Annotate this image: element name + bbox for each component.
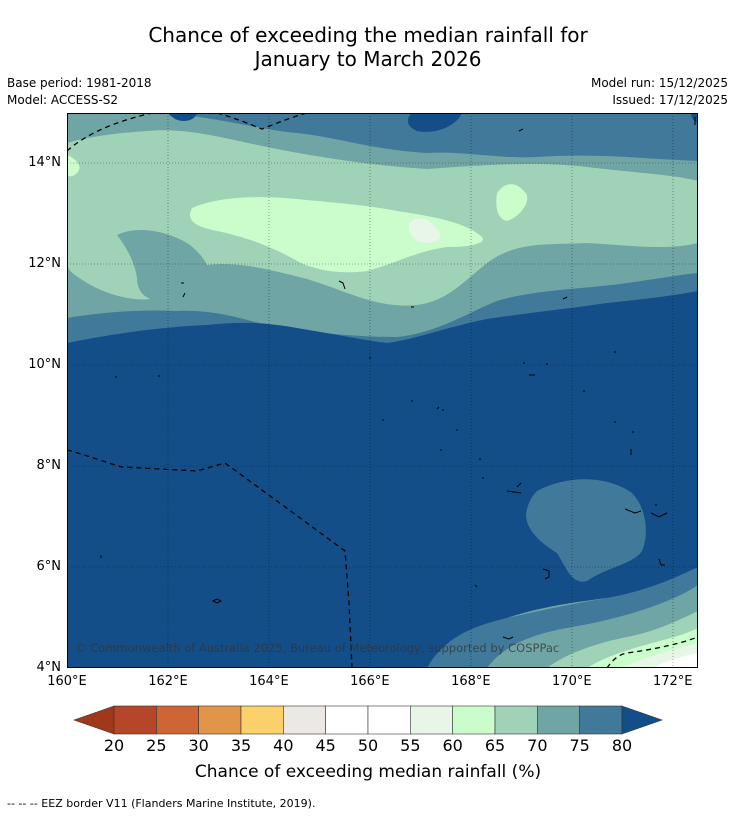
- model-run: Model run: 15/12/2025: [590, 76, 728, 90]
- eez-footnote: -- -- -- EEZ border V11 (Flanders Marine…: [7, 797, 316, 810]
- contour-50-bottom: [652, 653, 698, 668]
- lon-tick-label: 160°E: [47, 674, 87, 689]
- map-title-line1: Chance of exceeding the median rainfall …: [148, 23, 588, 47]
- contour-80-topright: [407, 113, 462, 132]
- colorbar-tick-label: 75: [569, 736, 590, 755]
- contour-80-main: [67, 291, 698, 668]
- map-title-line2: January to March 2026: [254, 47, 482, 71]
- contour-75-lower-patch: [526, 479, 646, 582]
- copyright-text: © Commonwealth of Australia 2025, Bureau…: [75, 641, 560, 655]
- lon-tick-label: 162°E: [148, 674, 188, 689]
- colorbar-tick-label: 50: [357, 736, 379, 755]
- colorbar-tick-label: 30: [188, 736, 209, 755]
- colorbar-segment: [410, 705, 453, 735]
- lon-tick-label: 164°E: [249, 674, 289, 689]
- colorbar-segment: [240, 705, 284, 735]
- colorbar-tick-label: 25: [146, 736, 167, 755]
- colorbar-tick-label: 55: [400, 736, 421, 755]
- lon-tick-label: 172°E: [652, 674, 693, 689]
- colorbar-segment: [494, 705, 538, 735]
- colorbar-svg: [73, 705, 663, 735]
- graticule: [67, 113, 698, 668]
- colorbar-segment: [579, 705, 623, 735]
- contour-80-topleft: [167, 113, 197, 121]
- lon-tick-label: 168°E: [451, 674, 491, 689]
- colorbar-segment: [452, 705, 496, 735]
- map-svg: [67, 113, 698, 668]
- model-name: Model: ACCESS-S2: [7, 93, 119, 107]
- contour-60-right-patch: [496, 184, 528, 221]
- lat-tick-label: 6°N: [36, 559, 62, 575]
- colorbar-tick-label: 70: [527, 736, 548, 755]
- colorbar-segment: [367, 705, 411, 735]
- colorbar: [0, 700, 736, 760]
- colorbar-tick-label: 45: [315, 736, 336, 755]
- colorbar-tick-label: 40: [273, 736, 294, 755]
- lat-tick-label: 14°N: [28, 155, 61, 171]
- issued-date: Issued: 17/12/2025: [612, 93, 728, 107]
- rainfall-map: © Commonwealth of Australia 2025, Bureau…: [67, 113, 698, 668]
- lat-tick-label: 4°N: [36, 660, 62, 675]
- contour-75-top: [167, 113, 698, 161]
- contour-60-left-edge: [67, 155, 80, 177]
- colorbar-arrow-high: [621, 705, 663, 735]
- lat-tick-label: 12°N: [28, 256, 61, 272]
- base-period: Base period: 1981-2018: [7, 76, 152, 90]
- contour-55: [408, 218, 441, 243]
- colorbar-segment: [156, 705, 199, 735]
- contour-60: [189, 197, 483, 273]
- colorbar-segment: [325, 705, 369, 735]
- colorbar-tick-label: 65: [484, 736, 506, 755]
- colorbar-segment: [113, 705, 157, 735]
- colorbar-tick-label: 60: [442, 736, 463, 755]
- colorbar-segment: [537, 705, 580, 735]
- map-border: [67, 113, 698, 668]
- lat-tick-label: 8°N: [36, 458, 62, 474]
- colorbar-title: Chance of exceeding median rainfall (%): [194, 762, 542, 782]
- colorbar-segment: [283, 705, 326, 735]
- colorbar-tick-label: 80: [611, 736, 633, 755]
- colorbar-segment: [198, 705, 242, 735]
- contour-70-left-stripe: [117, 229, 211, 302]
- lat-tick-label: 10°N: [28, 357, 61, 373]
- colorbar-tick-label: 35: [230, 736, 252, 755]
- lon-tick-label: 170°E: [552, 674, 592, 689]
- colorbar-tick-label: 20: [103, 736, 125, 755]
- eez-borders: [67, 113, 698, 668]
- islands: [100, 117, 696, 640]
- lon-tick-label: 166°E: [350, 674, 390, 689]
- colorbar-arrow-low: [73, 705, 115, 735]
